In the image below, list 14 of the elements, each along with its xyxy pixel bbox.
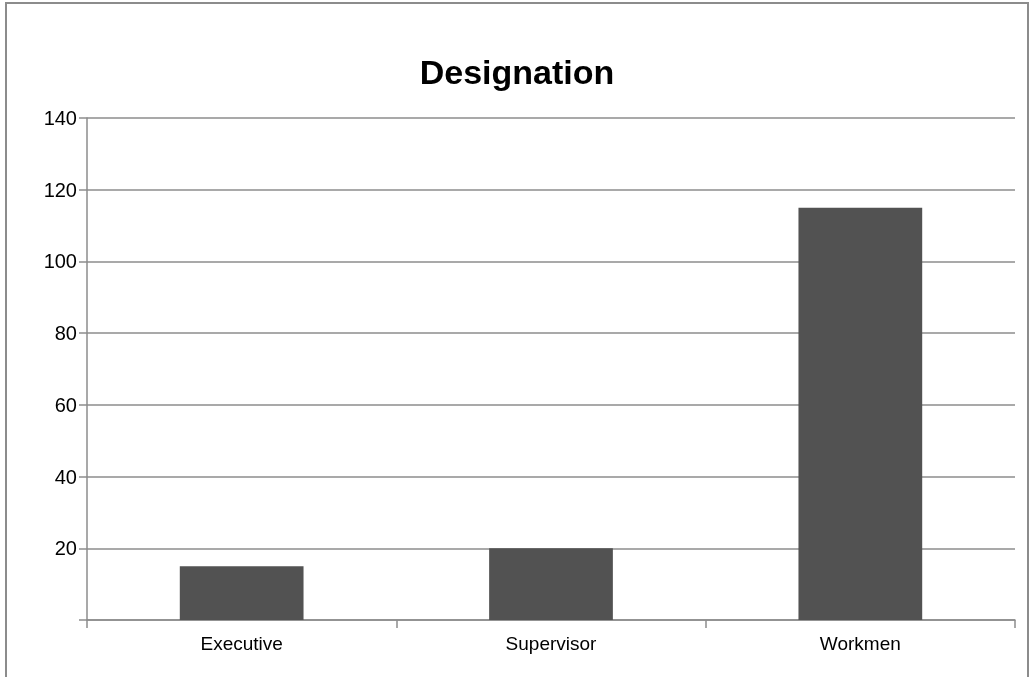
y-tick-label: 100 bbox=[43, 250, 77, 273]
bar bbox=[489, 548, 613, 620]
y-tick-label: 40 bbox=[54, 465, 77, 488]
chart-title: Designation bbox=[419, 53, 615, 91]
bar bbox=[179, 566, 304, 620]
x-tick-label: Executive bbox=[200, 633, 283, 654]
y-tick-label: 20 bbox=[54, 537, 77, 560]
y-tick-label: 120 bbox=[43, 178, 77, 201]
bar bbox=[798, 207, 923, 620]
x-tick-label: Workmen bbox=[819, 633, 901, 654]
x-tick-label: Supervisor bbox=[505, 633, 598, 654]
y-tick-label: 80 bbox=[54, 322, 77, 345]
y-tick-label: 140 bbox=[43, 107, 77, 129]
y-tick-label: 60 bbox=[54, 393, 77, 416]
